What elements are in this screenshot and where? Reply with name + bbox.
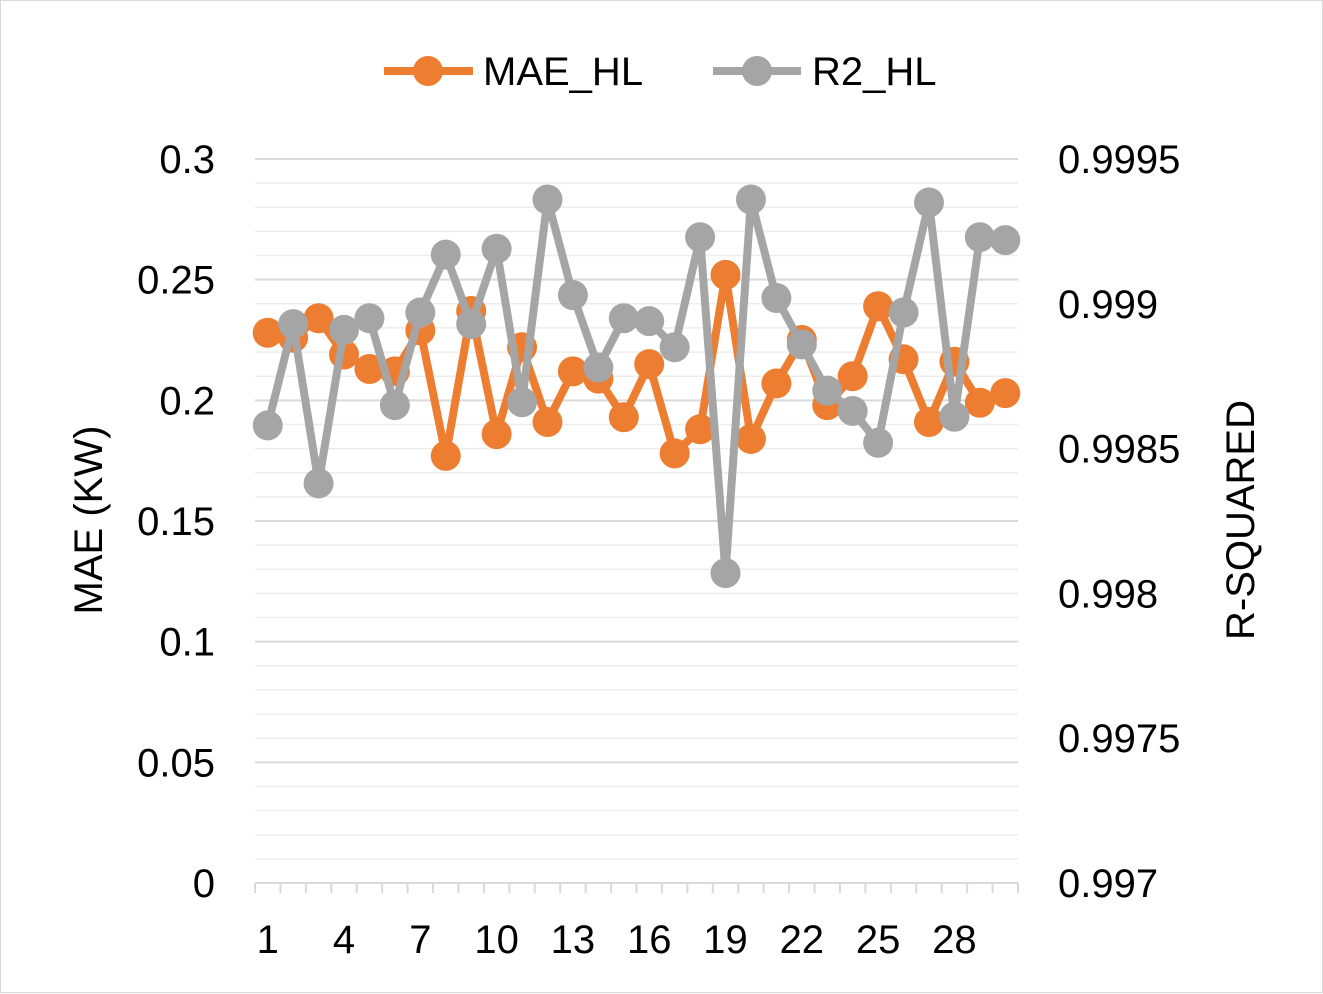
data-point: [659, 438, 690, 469]
x-tick-label: 4: [333, 918, 355, 962]
y-tick-label: 0.05: [137, 741, 215, 785]
y2-tick-label: 0.998: [1058, 572, 1158, 616]
data-point: [939, 401, 970, 432]
y-tick-label: 0.2: [159, 379, 215, 423]
data-point: [252, 317, 283, 348]
series-layer: [252, 184, 1021, 589]
legend-swatch-marker: [413, 56, 443, 86]
y-tick-label: 0.3: [159, 138, 215, 182]
data-point: [990, 378, 1021, 409]
legend-swatch-marker: [742, 56, 772, 86]
x-tick-label: 1: [257, 918, 279, 962]
data-point: [557, 280, 588, 311]
data-point: [964, 222, 995, 253]
legend-item: R2_HL: [713, 50, 937, 94]
data-point: [532, 407, 563, 438]
data-point: [481, 419, 512, 450]
legend-label: MAE_HL: [483, 50, 643, 94]
data-point: [507, 387, 538, 418]
data-point: [685, 414, 716, 445]
y2-tick-label: 0.999: [1058, 283, 1158, 327]
legend-label: R2_HL: [812, 50, 937, 94]
y2-tick-label: 0.9985: [1058, 428, 1180, 472]
x-tick-label: 13: [551, 918, 596, 962]
legend: MAE_HL R2_HL: [384, 50, 937, 94]
data-point: [913, 407, 944, 438]
data-point: [863, 291, 894, 322]
data-point: [990, 225, 1021, 256]
y2-tick-label: 0.9995: [1058, 138, 1180, 182]
x-tick-label: 28: [932, 918, 977, 962]
data-point: [608, 303, 639, 334]
data-point: [913, 187, 944, 218]
data-point: [888, 297, 919, 328]
y2-tick-label: 0.9975: [1058, 717, 1180, 761]
x-tick-label: 7: [409, 918, 431, 962]
y-tick-label: 0.15: [137, 500, 215, 544]
data-point: [685, 222, 716, 253]
gridlines: [255, 158, 1018, 860]
data-point: [532, 184, 563, 215]
data-point: [583, 352, 614, 383]
data-point: [634, 306, 665, 337]
data-point: [761, 283, 792, 314]
data-point: [303, 468, 334, 499]
data-point: [786, 329, 817, 360]
data-point: [837, 395, 868, 426]
series-r2-hl: [252, 184, 1021, 589]
y2-axis-title: R-SQUARED: [1219, 400, 1263, 640]
data-point: [735, 423, 766, 454]
data-point: [964, 387, 995, 418]
data-point: [735, 184, 766, 215]
y-tick-label: 0: [193, 862, 215, 906]
data-point: [863, 427, 894, 458]
data-point: [659, 332, 690, 363]
legend-item: MAE_HL: [384, 50, 643, 94]
data-point: [837, 361, 868, 392]
x-tick-label: 10: [474, 918, 519, 962]
data-point: [761, 368, 792, 399]
data-point: [456, 309, 487, 340]
y-tick-label: 0.1: [159, 621, 215, 665]
data-point: [329, 314, 360, 345]
data-point: [608, 402, 639, 433]
data-point: [430, 239, 461, 270]
x-tick-label: 19: [703, 918, 748, 962]
data-point: [278, 309, 309, 340]
axes: 0 0.05 0.1 0.15 0.2 0.25 0.3 0.997 0.9975 0.998 0.…: [137, 138, 1180, 962]
data-point: [710, 259, 741, 290]
data-point: [379, 390, 410, 421]
data-point: [634, 349, 665, 380]
data-point: [710, 558, 741, 589]
data-point: [430, 440, 461, 471]
y-tick-label: 0.25: [137, 259, 215, 303]
data-point: [354, 303, 385, 334]
x-tick-label: 25: [856, 918, 901, 962]
y2-tick-label: 0.997: [1058, 862, 1158, 906]
data-point: [557, 356, 588, 387]
data-point: [303, 303, 334, 334]
data-point: [252, 410, 283, 441]
data-point: [354, 353, 385, 384]
x-tick-label: 16: [627, 918, 672, 962]
data-point: [812, 375, 843, 406]
y-axis-title: MAE (KW): [67, 426, 111, 615]
data-point: [481, 233, 512, 264]
x-tick-label: 22: [780, 918, 825, 962]
data-point: [405, 297, 436, 328]
